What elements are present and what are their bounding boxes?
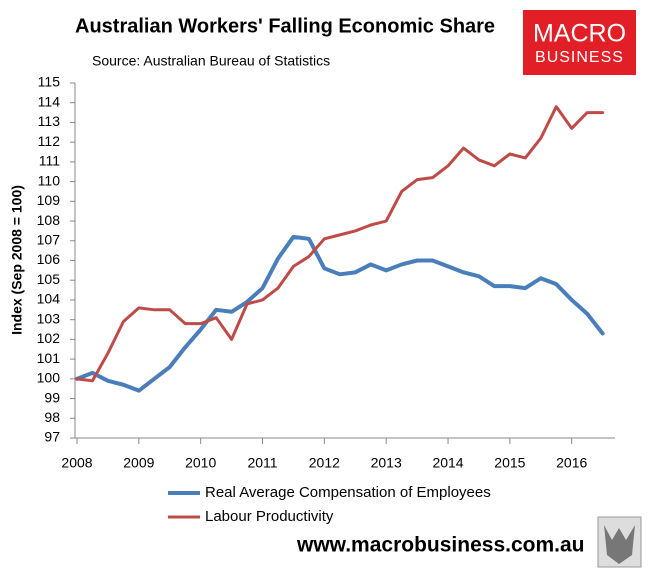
- y-tick-label: 98: [44, 409, 60, 425]
- y-axis-label: Index (Sep 2008 = 100): [9, 185, 25, 335]
- y-tick-label: 111: [39, 153, 60, 169]
- logo-line2: BUSINESS: [535, 49, 624, 66]
- y-tick-label: 104: [37, 291, 61, 307]
- x-tick-label: 2009: [123, 455, 154, 471]
- y-tick-label: 112: [38, 133, 61, 149]
- y-tick-label: 114: [38, 93, 61, 109]
- y-tick-label: 103: [37, 310, 61, 326]
- y-tick-label: 115: [38, 74, 61, 90]
- chart-subtitle: Source: Australian Bureau of Statistics: [92, 53, 330, 69]
- x-tick-label: 2016: [556, 455, 587, 471]
- x-tick-label: 2010: [185, 455, 216, 471]
- chart-title: Australian Workers' Falling Economic Sha…: [75, 15, 495, 37]
- y-tick-label: 109: [37, 192, 61, 208]
- x-tick-label: 2014: [432, 455, 463, 471]
- data-line: [75, 105, 605, 383]
- y-tick-label: 110: [38, 172, 61, 188]
- y-tick-label: 101: [37, 350, 61, 366]
- y-tick-label: 106: [37, 251, 61, 267]
- x-tick-label: 2015: [494, 455, 525, 471]
- y-tick-label: 102: [37, 330, 61, 346]
- x-tick-label: 2008: [61, 455, 92, 471]
- data-line: [75, 234, 605, 393]
- footer-url: www.macrobusiness.com.au: [296, 534, 584, 557]
- x-tick-label: 2012: [309, 455, 340, 471]
- y-tick-label: 97: [44, 429, 60, 445]
- logo-line1: MACRO: [533, 20, 626, 48]
- wolf-image: [597, 516, 642, 568]
- y-tick-label: 113: [38, 113, 61, 129]
- x-tick-label: 2013: [371, 455, 402, 471]
- wolf-face: [604, 525, 635, 564]
- x-tick-label: 2011: [247, 455, 277, 471]
- legend-label: Labour Productivity: [205, 508, 334, 525]
- y-tick-label: 99: [44, 389, 60, 405]
- y-tick-label: 100: [37, 370, 61, 386]
- legend-label: Real Average Compensation of Employees: [205, 484, 491, 501]
- y-tick-label: 107: [37, 231, 61, 247]
- y-tick-label: 105: [37, 271, 61, 287]
- logo-box: [523, 10, 636, 75]
- y-tick-label: 108: [37, 212, 61, 228]
